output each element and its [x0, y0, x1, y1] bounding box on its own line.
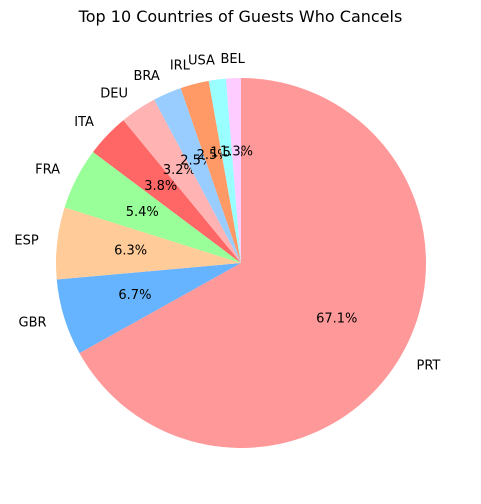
- pie-slice-bra: [154, 88, 241, 263]
- pie-slice-fra: [64, 151, 242, 263]
- slice-percent-esp: 6.3%: [114, 244, 147, 259]
- slice-label-prt: PRT: [416, 359, 440, 374]
- slice-label-usa: USA: [188, 54, 215, 69]
- pie-slice-prt: [79, 78, 426, 449]
- pie-slice-ita: [93, 120, 241, 263]
- slice-percent-fra: 5.4%: [126, 205, 159, 220]
- slice-percent-ita: 3.8%: [144, 179, 177, 194]
- slice-label-fra: FRA: [35, 163, 60, 178]
- slice-percent-bel: 1.3%: [220, 145, 253, 160]
- slice-label-esp: ESP: [14, 234, 38, 249]
- pie-slice-esp: [56, 207, 241, 280]
- pie-slice-deu: [123, 99, 241, 263]
- pie-slice-usa: [208, 78, 241, 263]
- slice-label-deu: DEU: [100, 86, 128, 101]
- slice-label-bel: BEL: [221, 52, 246, 67]
- slice-percent-prt: 67.1%: [316, 312, 357, 327]
- pie-slice-bel: [225, 78, 241, 263]
- slice-label-ita: ITA: [74, 115, 94, 130]
- slice-label-irl: IRL: [170, 59, 191, 74]
- slice-label-bra: BRA: [133, 69, 159, 84]
- pie-slice-gbr: [56, 263, 241, 354]
- pie-slice-irl: [180, 80, 241, 263]
- chart-title: Top 10 Countries of Guests Who Cancels: [78, 7, 403, 26]
- slice-label-gbr: GBR: [19, 315, 47, 330]
- slice-percent-gbr: 6.7%: [118, 288, 151, 303]
- slice-percent-deu: 3.2%: [163, 163, 196, 178]
